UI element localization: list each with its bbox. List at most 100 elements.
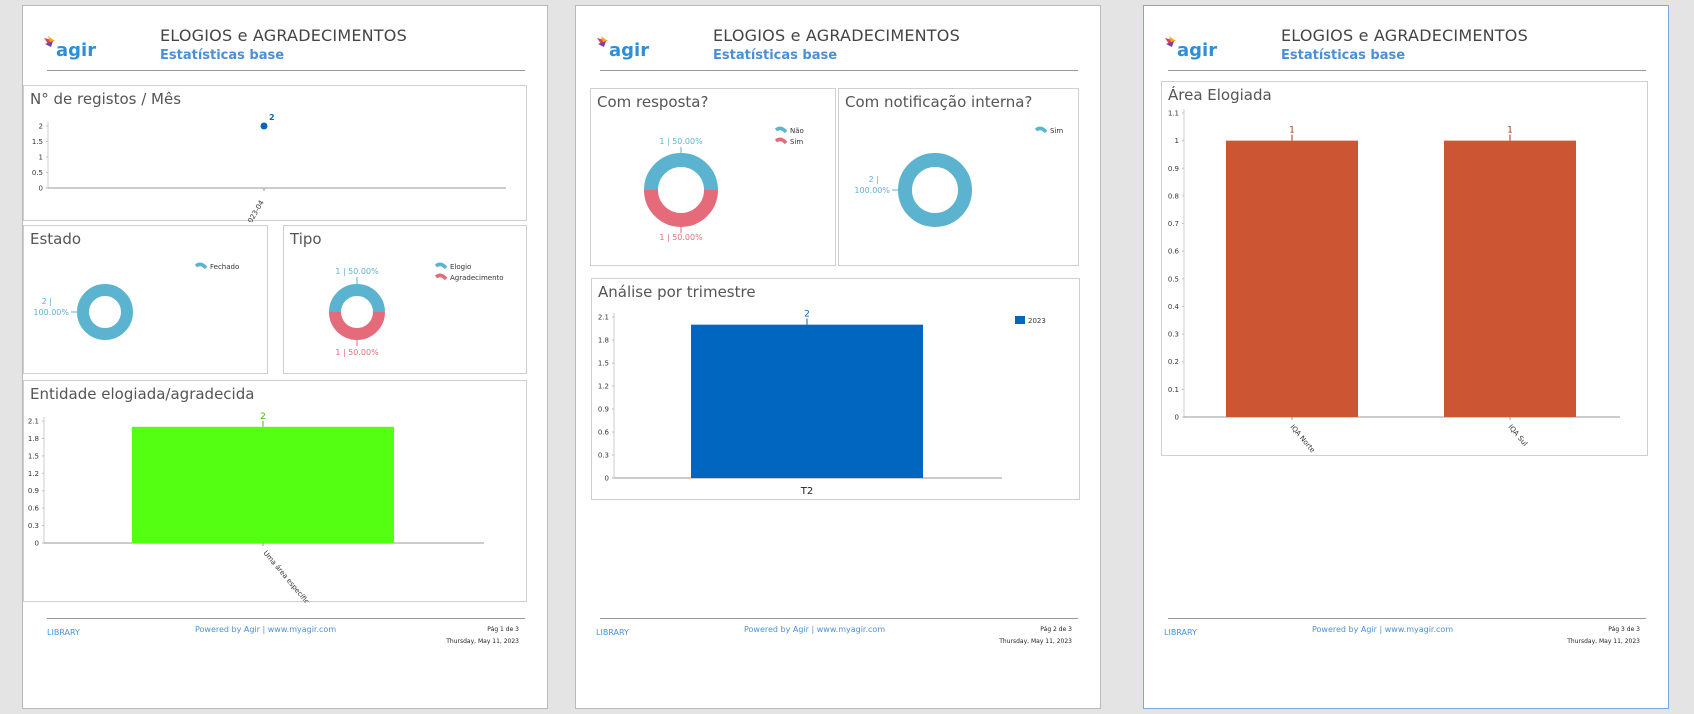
legend-swatch <box>774 137 788 145</box>
y-tick-label: 2 <box>39 123 43 131</box>
chart-panel-com-resposta: Com resposta? Não Sim 1 | 50.00% 1 | 50.00% <box>590 88 836 266</box>
legend-label: Agradecimento <box>450 274 504 282</box>
footer-date: Thursday, May 11, 2023 <box>999 638 1072 645</box>
chart-svg: Fechado 2 | 100.00% <box>33 262 239 340</box>
y-tick-label: 2.1 <box>598 314 609 322</box>
y-tick-label: 0.8 <box>1168 192 1179 200</box>
x-tick-label: T2 <box>800 486 813 497</box>
y-tick-label: 1.8 <box>598 337 609 345</box>
chart-svg: 0 0.3 0.6 0.9 1.2 1.5 1.8 2.1 2 Uma área específi… <box>28 412 484 603</box>
data-label: 1 | 50.00% <box>335 348 379 357</box>
chart-svg: Sim 2 | 100.00% <box>854 126 1063 227</box>
data-label: 2 | <box>869 175 879 184</box>
footer-rule <box>47 618 525 619</box>
data-label: 1 | 50.00% <box>659 137 703 146</box>
x-tick-label: IQA Norte <box>1288 423 1316 454</box>
chart-svg: Elogio Agradecimento 1 | 50.00% 1 | 50.00% <box>329 262 504 357</box>
y-tick-label: 0.9 <box>598 406 609 414</box>
footer-powered[interactable]: Powered by Agir | www.myagir.com <box>195 625 337 634</box>
y-tick-label: 0.3 <box>28 522 39 530</box>
chart-panel-area-elogiada: Área Elogiada 0 0.1 0.2 0.3 0.4 0.5 0.6 0.7 0.8 0… <box>1161 81 1648 456</box>
legend-swatch <box>774 126 788 134</box>
y-tick-label: 0.2 <box>1168 358 1179 366</box>
header-rule <box>1168 70 1646 71</box>
svg-text:agir: agir <box>609 40 649 61</box>
footer-page-number: Pág 2 de 3 <box>1040 626 1072 633</box>
report-page-2: agir ELOGIOS e AGRADECIMENTOS Estatístic… <box>575 5 1101 709</box>
y-tick-label: 1 <box>1175 137 1179 145</box>
data-label: 1 | 50.00% <box>659 233 703 242</box>
x-tick-label: 2023-04 <box>244 199 266 222</box>
chart-panel-trimestre: Análise por trimestre 0 0.3 0.6 0.9 1.2 1.5 1.… <box>591 278 1080 500</box>
legend-swatch <box>1034 126 1048 134</box>
data-label: 2 <box>269 113 275 122</box>
y-tick-label: 1.2 <box>598 383 609 391</box>
chart-panel-notificacao-interna: Com notificação interna? Sim 2 | 100.00% <box>838 88 1079 266</box>
chart-title: Com resposta? <box>597 93 709 111</box>
bar <box>1226 140 1358 418</box>
legend-label: Fechado <box>210 263 239 271</box>
y-tick-label: 0.1 <box>1168 386 1179 394</box>
footer-powered[interactable]: Powered by Agir | www.myagir.com <box>1312 625 1454 634</box>
donut-slice <box>644 153 718 191</box>
data-label: 1 <box>1507 126 1513 136</box>
y-tick-label: 1.5 <box>598 360 609 368</box>
data-label: 2 | <box>42 297 52 306</box>
chart-title: Área Elogiada <box>1168 86 1272 104</box>
footer-rule <box>1168 618 1646 619</box>
report-title: ELOGIOS e AGRADECIMENTOS <box>713 26 960 45</box>
y-tick-label: 0.6 <box>598 429 610 437</box>
x-tick-label: IQA Sul <box>1506 423 1528 448</box>
agir-logo: agir <box>44 36 96 61</box>
chart-svg: 0 0.3 0.6 0.9 1.2 1.5 1.8 2.1 2 T2 2023 <box>598 310 1046 497</box>
chart-title: Entidade elogiada/agradecida <box>30 385 255 403</box>
footer-page-number: Pág 3 de 3 <box>1608 626 1640 633</box>
bar <box>132 426 394 543</box>
report-title: ELOGIOS e AGRADECIMENTOS <box>160 26 407 45</box>
bar <box>691 324 923 478</box>
agir-logo: agir <box>1165 36 1217 61</box>
y-tick-label: 1 <box>39 154 43 162</box>
y-tick-label: 0.9 <box>28 487 39 495</box>
legend-swatch <box>1015 316 1025 324</box>
footer-library: LIBRARY <box>596 628 629 637</box>
header-rule <box>47 70 525 71</box>
donut-slice <box>898 153 972 227</box>
y-tick-label: 0 <box>35 540 39 548</box>
data-point <box>260 122 268 130</box>
donut-slice <box>329 284 385 313</box>
chart-svg: 0 0.5 1 1.5 2 2 2023-04 <box>32 113 506 222</box>
chart-title: N° de registos / Mês <box>30 90 182 108</box>
y-tick-label: 1.1 <box>1168 110 1179 118</box>
y-tick-label: 0.9 <box>1168 165 1179 173</box>
data-label: 2 <box>260 412 266 422</box>
legend-label: Não <box>790 127 804 135</box>
data-label: 2 <box>804 310 810 320</box>
data-label: 1 <box>1289 126 1295 136</box>
y-tick-label: 0.3 <box>1168 331 1179 339</box>
agir-logo: agir <box>597 36 649 61</box>
svg-text:agir: agir <box>1177 40 1217 61</box>
report-title: ELOGIOS e AGRADECIMENTOS <box>1281 26 1528 45</box>
chart-panel-registos-mes: N° de registos / Mês 0 0.5 1 1.5 2 2 2023-04 <box>23 85 527 222</box>
y-tick-label: 0.5 <box>32 169 43 177</box>
footer-date: Thursday, May 11, 2023 <box>1567 638 1640 645</box>
y-tick-label: 0.3 <box>598 452 609 460</box>
report-subtitle: Estatísticas base <box>713 48 838 63</box>
y-tick-label: 0 <box>605 475 609 483</box>
y-tick-label: 2.1 <box>28 418 39 426</box>
footer-library: LIBRARY <box>47 628 80 637</box>
chart-title: Com notificação interna? <box>845 93 1033 111</box>
y-tick-label: 1.8 <box>28 435 39 443</box>
chart-panel-estado: Estado Fechado 2 | 100.00% <box>23 225 268 374</box>
chart-svg: Não Sim 1 | 50.00% 1 | 50.00% <box>644 126 804 242</box>
header-rule <box>600 70 1078 71</box>
footer-powered[interactable]: Powered by Agir | www.myagir.com <box>744 625 886 634</box>
y-tick-label: 1.5 <box>28 452 39 460</box>
data-label: 1 | 50.00% <box>335 267 379 276</box>
data-label: 100.00% <box>854 186 890 195</box>
footer-rule <box>600 618 1078 619</box>
legend-swatch <box>194 262 208 270</box>
report-page-1: agir ELOGIOS e AGRADECIMENTOS Estatístic… <box>22 5 548 709</box>
y-tick-label: 1.5 <box>32 138 43 146</box>
